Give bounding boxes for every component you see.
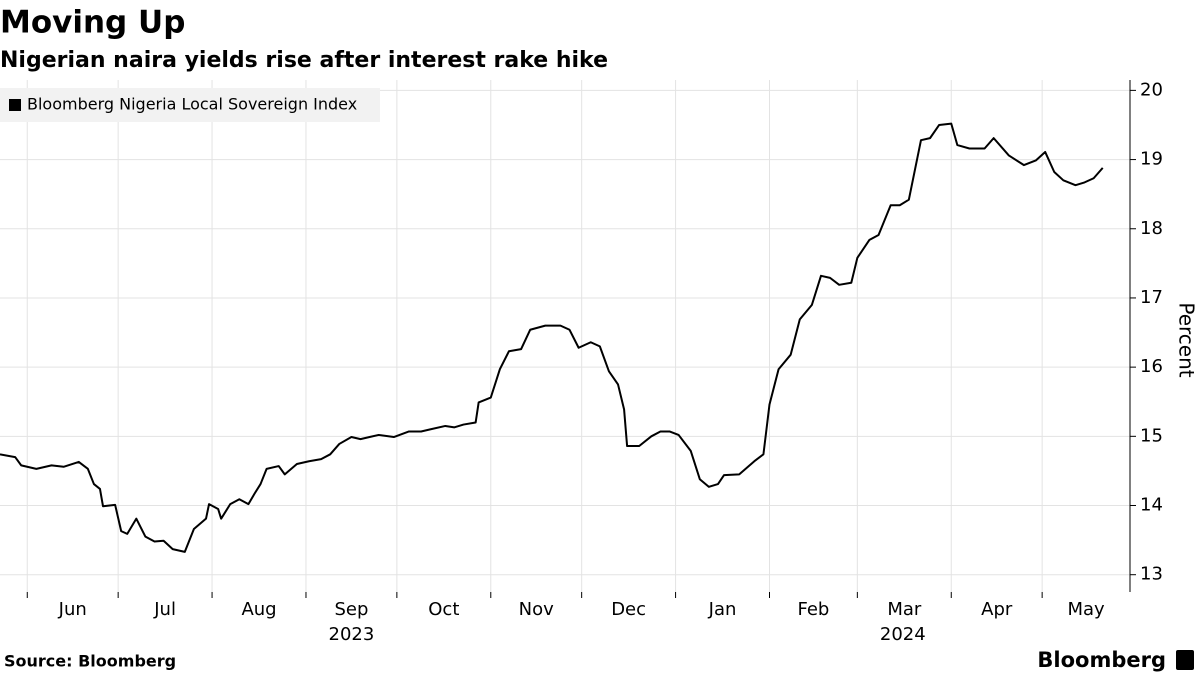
grid [0, 80, 1130, 592]
x-tick-label: Jul [153, 599, 176, 620]
x-tick-label: Jan [708, 599, 737, 620]
brand: Bloomberg [1037, 648, 1166, 672]
source: Source: Bloomberg [4, 652, 176, 671]
x-tick-label: Mar [887, 599, 922, 620]
x-tick-label: Sep [334, 599, 368, 620]
x-tick-label: Apr [981, 599, 1013, 620]
chart-subtitle: Nigerian naira yields rise after interes… [0, 48, 608, 73]
legend-label: Bloomberg Nigeria Local Sovereign Index [27, 95, 357, 114]
brand-icon [1176, 650, 1194, 670]
x-tick-label: May [1067, 599, 1105, 620]
y-tick-label: 14 [1140, 495, 1163, 516]
y-tick-label: 17 [1140, 287, 1163, 308]
legend-box [0, 88, 380, 122]
y-tick-label: 15 [1140, 425, 1163, 446]
x-tick-label: Aug [241, 599, 276, 620]
chart-title: Moving Up [0, 5, 185, 41]
x-tick-label: Oct [428, 599, 459, 620]
x-tick-label: Jun [58, 599, 87, 620]
y-axis-label: Percent [1175, 302, 1199, 377]
line-series [0, 122, 1104, 553]
y-tick-label: 16 [1140, 356, 1163, 377]
x-tick-label: Feb [797, 599, 829, 620]
y-tick-label: 19 [1140, 149, 1163, 170]
x-year-label: 2023 [329, 624, 375, 645]
plot [0, 122, 1104, 553]
x-tick-label: Dec [611, 599, 646, 620]
x-tick-label: Nov [519, 599, 554, 620]
x-year-label: 2024 [880, 624, 926, 645]
y-tick-label: 18 [1140, 218, 1163, 239]
legend-swatch [9, 99, 21, 111]
y-tick-label: 20 [1140, 79, 1163, 100]
y-tick-label: 13 [1140, 564, 1163, 585]
